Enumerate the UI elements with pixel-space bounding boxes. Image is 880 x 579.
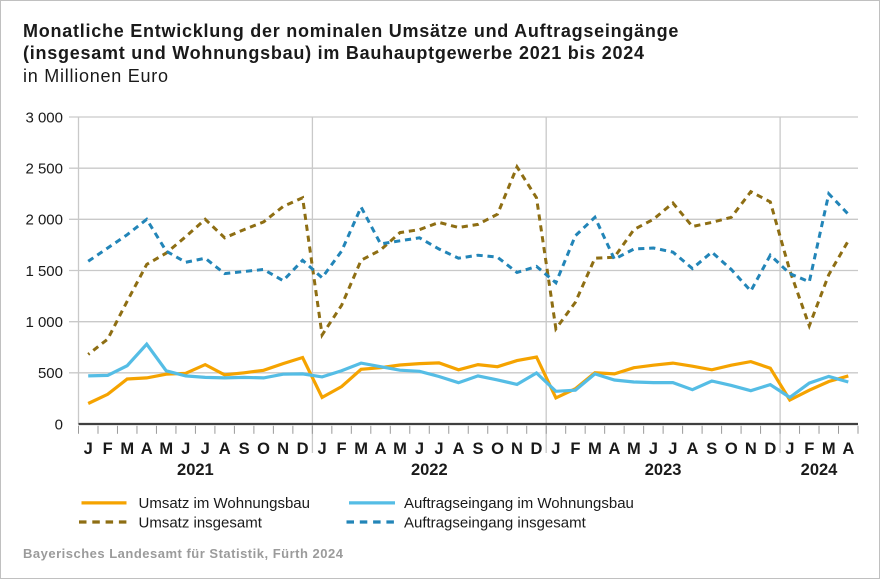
svg-text:J: J	[668, 440, 677, 458]
svg-text:M: M	[393, 440, 407, 458]
svg-text:2 500: 2 500	[25, 161, 63, 178]
svg-text:J: J	[181, 440, 190, 458]
svg-text:2022: 2022	[411, 461, 448, 479]
svg-text:O: O	[725, 440, 738, 458]
svg-text:J: J	[551, 440, 560, 458]
svg-text:2021: 2021	[177, 461, 214, 479]
svg-text:A: A	[141, 440, 153, 458]
svg-text:J: J	[434, 440, 443, 458]
svg-text:O: O	[257, 440, 270, 458]
svg-text:S: S	[239, 440, 250, 458]
svg-text:F: F	[570, 440, 580, 458]
svg-text:O: O	[491, 440, 504, 458]
svg-text:F: F	[804, 440, 814, 458]
svg-text:M: M	[354, 440, 368, 458]
svg-text:S: S	[472, 440, 483, 458]
svg-text:N: N	[277, 440, 289, 458]
svg-text:J: J	[785, 440, 794, 458]
svg-text:J: J	[649, 440, 658, 458]
svg-text:A: A	[686, 440, 698, 458]
svg-text:0: 0	[55, 416, 63, 433]
svg-text:M: M	[588, 440, 602, 458]
svg-text:D: D	[531, 440, 543, 458]
svg-text:S: S	[706, 440, 717, 458]
svg-text:N: N	[511, 440, 523, 458]
svg-text:A: A	[842, 440, 854, 458]
svg-text:A: A	[453, 440, 465, 458]
svg-text:1 500: 1 500	[25, 263, 63, 280]
svg-text:1 000: 1 000	[25, 314, 63, 331]
svg-text:J: J	[318, 440, 327, 458]
svg-text:M: M	[120, 440, 134, 458]
svg-text:A: A	[608, 440, 620, 458]
svg-text:2 000: 2 000	[25, 212, 63, 229]
svg-text:M: M	[159, 440, 173, 458]
svg-text:Auftragseingang im Wohnungsbau: Auftragseingang im Wohnungsbau	[404, 495, 634, 512]
svg-text:D: D	[764, 440, 776, 458]
svg-text:F: F	[103, 440, 113, 458]
svg-text:A: A	[219, 440, 231, 458]
svg-text:2024: 2024	[801, 461, 839, 479]
svg-text:Auftragseingang insgesamt: Auftragseingang insgesamt	[404, 514, 587, 531]
svg-text:M: M	[627, 440, 641, 458]
svg-text:F: F	[337, 440, 347, 458]
svg-text:500: 500	[38, 365, 63, 382]
svg-text:J: J	[415, 440, 424, 458]
svg-text:M: M	[822, 440, 836, 458]
svg-text:Umsatz insgesamt: Umsatz insgesamt	[139, 514, 263, 531]
svg-text:2023: 2023	[645, 461, 682, 479]
svg-text:D: D	[297, 440, 309, 458]
svg-text:J: J	[84, 440, 93, 458]
svg-text:J: J	[201, 440, 210, 458]
svg-text:Umsatz im Wohnungsbau: Umsatz im Wohnungsbau	[139, 495, 310, 512]
svg-text:A: A	[375, 440, 387, 458]
svg-text:N: N	[745, 440, 757, 458]
svg-text:3 000: 3 000	[25, 109, 63, 126]
